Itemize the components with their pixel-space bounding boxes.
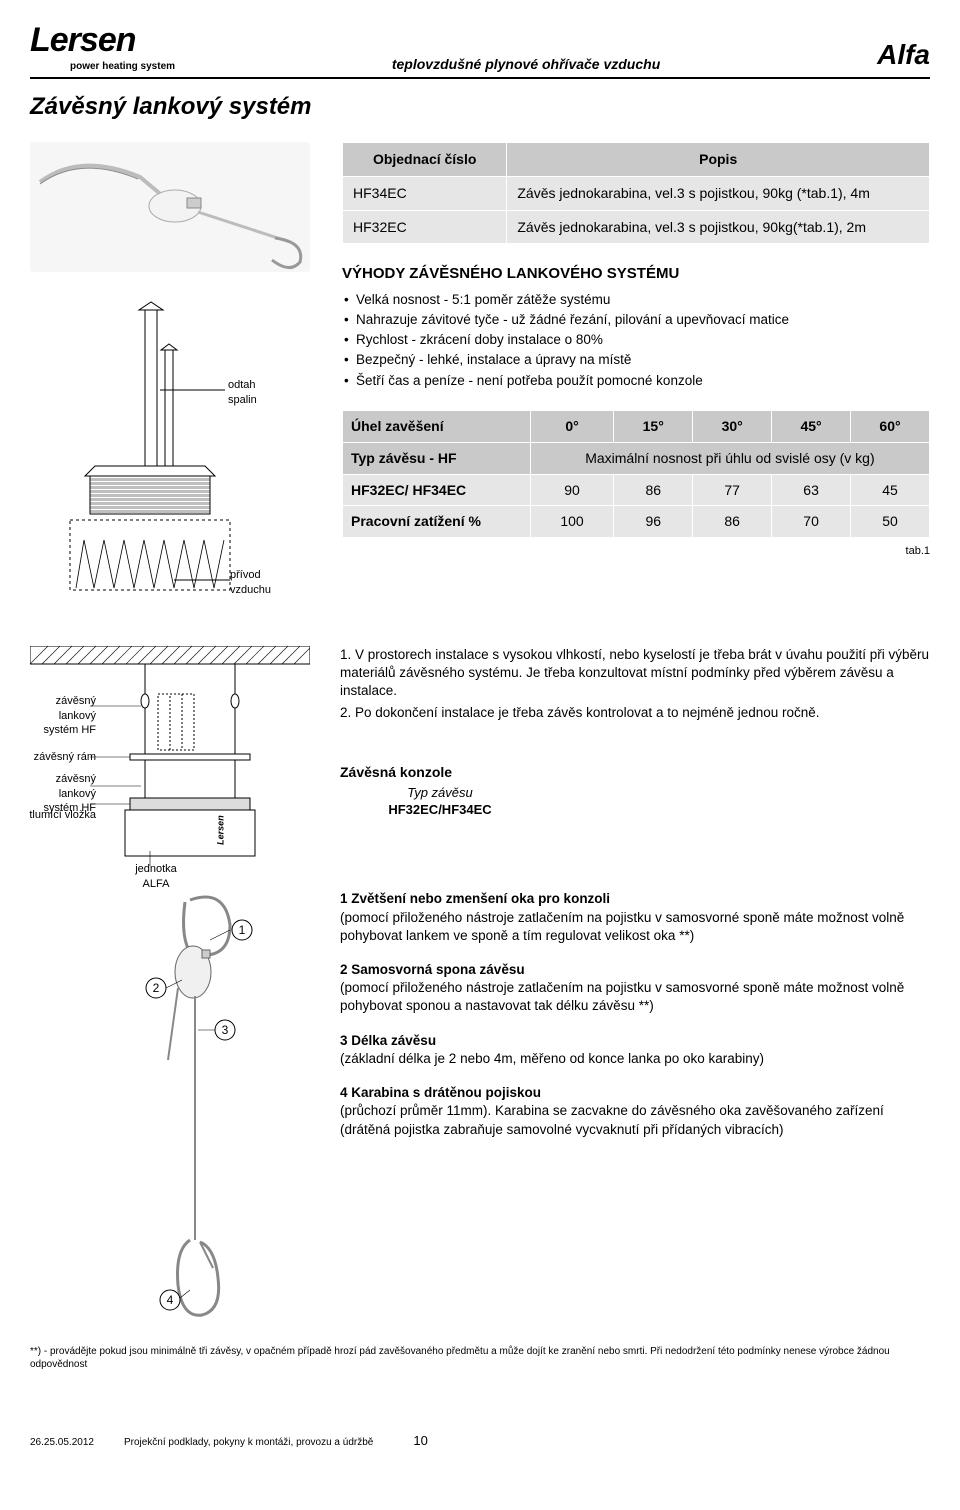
product-name: Alfa [877, 36, 930, 74]
footer-doc: Projekční podklady, pokyny k montáži, pr… [124, 1436, 373, 1450]
konzole-title: Závěsná konzole [340, 763, 930, 782]
note-1: 1. V prostorech instalace s vysokou vlhk… [340, 646, 930, 701]
install-notes: 1. V prostorech instalace s vysokou vlhk… [340, 646, 930, 723]
order-th-desc: Popis [507, 142, 930, 176]
advantages-title: VÝHODY ZÁVĚSNÉHO LANKOVÉHO SYSTÉMU [342, 264, 930, 284]
svg-text:1: 1 [239, 923, 246, 937]
svg-text:2: 2 [153, 981, 160, 995]
footer-date: 26.25.05.2012 [30, 1436, 94, 1450]
page-footer: 26.25.05.2012 Projekční podklady, pokyny… [30, 1432, 930, 1450]
lbl-alfa: jednotka ALFA [126, 862, 186, 892]
cable-photo [30, 142, 310, 272]
list-item: Velká nosnost - 5:1 poměr zátěže systému [342, 291, 930, 309]
callout-1: 1 Zvětšení nebo zmenšení oka pro konzoli… [340, 890, 930, 945]
section-title: Závěsný lankový systém [30, 91, 930, 123]
callout-2: 2 Samosvorná spona závěsu (pomocí přilož… [340, 961, 930, 1016]
table-caption: tab.1 [342, 544, 930, 559]
svg-text:3: 3 [222, 1023, 229, 1037]
list-item: Nahrazuje závitové tyče - už žádné řezán… [342, 311, 930, 329]
order-table: Objednací číslo Popis HF34EC Závěs jedno… [342, 142, 930, 245]
order-th-code: Objednací číslo [343, 142, 507, 176]
lbl-lersen: Lersen [215, 815, 227, 845]
page-number: 10 [413, 1432, 427, 1450]
logo-tagline: power heating system [70, 60, 175, 74]
list-item: Rychlost - zkrácení doby instalace o 80% [342, 331, 930, 349]
list-item: Bezpečný - lehké, instalace a úpravy na … [342, 351, 930, 369]
install-schematic: odtah spalin přívod vzduchu [30, 290, 310, 620]
table-row: HF32EC Závěs jednokarabina, vel.3 s poji… [343, 210, 930, 244]
svg-text:4: 4 [167, 1293, 174, 1307]
footnote: **) - provádějte pokud jsou minimálně tř… [30, 1345, 930, 1372]
lbl-vlozka: tlumící vložka [26, 808, 96, 823]
konzole-sub1: Typ závěsu [407, 785, 473, 800]
cable-detail-diagram: 1 2 3 4 [30, 890, 320, 1335]
lbl-ram: závěsný rám [26, 750, 96, 765]
list-item: Šetří čas a peníze - není potřeba použít… [342, 372, 930, 390]
konzole-sub2: HF32EC/HF34EC [388, 802, 491, 817]
label-odtah: odtah spalin [228, 378, 278, 408]
label-privod: přívod vzduchu [230, 568, 290, 598]
callout-4: 4 Karabina s drátěnou pojiskou (průchozí… [340, 1084, 930, 1139]
logo: Lersen power heating system [30, 18, 175, 73]
callout-3: 3 Délka závěsu (základní délka je 2 nebo… [340, 1032, 930, 1068]
advantages-list: Velká nosnost - 5:1 poměr zátěže systému… [342, 291, 930, 390]
header-subtitle: teplovzdušné plynové ohřívače vzduchu [392, 55, 660, 74]
page-header: Lersen power heating system teplovzdušné… [30, 18, 930, 79]
assembly-schematic: závěsný lankový systém HF závěsný rám zá… [30, 646, 320, 881]
angle-table: Úhel zavěšení 0° 15° 30° 45° 60° Typ záv… [342, 410, 930, 539]
table-row: HF34EC Závěs jednokarabina, vel.3 s poji… [343, 176, 930, 210]
note-2: 2. Po dokončení instalace je třeba závěs… [340, 704, 930, 722]
logo-text: Lersen [30, 18, 175, 64]
lbl-hf1: závěsný lankový systém HF [26, 694, 96, 739]
